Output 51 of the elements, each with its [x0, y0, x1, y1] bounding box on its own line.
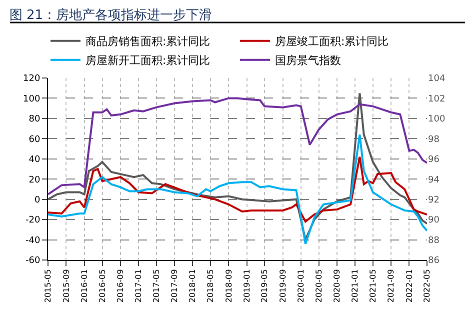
x-tick-label: 2022-01 — [404, 269, 414, 303]
x-tick-label: 2021-09 — [386, 269, 396, 303]
x-tick-label: 2019-01 — [242, 269, 252, 303]
y-tick-label: 0 — [34, 195, 40, 206]
y2-tick-label: 86 — [428, 256, 440, 266]
y2-tick-label: 90 — [428, 216, 440, 226]
y-tick-label: 100 — [23, 94, 40, 104]
x-tick-label: 2016-01 — [80, 269, 89, 303]
x-tick-label: 2020-05 — [314, 269, 324, 303]
y-tick-label: -40 — [25, 236, 40, 246]
chart-title: 图 21：房地产各项指标进一步下滑 — [9, 6, 212, 23]
x-tick-label: 2017-09 — [170, 269, 180, 303]
y-tick-label: 80 — [28, 114, 40, 125]
y2-tick-label: 92 — [428, 195, 440, 206]
line-series — [48, 134, 427, 245]
x-tick-label: 2015-09 — [62, 269, 71, 303]
y2-tick-label: 88 — [428, 236, 440, 246]
y-tick-label: 40 — [28, 155, 40, 166]
y2-tick-label: 104 — [428, 74, 446, 84]
legend-label: 国房景气指数 — [275, 54, 341, 68]
x-tick-label: 2016-05 — [98, 269, 107, 303]
x-tick-label: 2022-05 — [422, 269, 432, 303]
x-tick-label: 2017-01 — [134, 269, 144, 303]
legend-label: 房屋竣工面积:累计同比 — [275, 35, 389, 48]
x-tick-label: 2018-09 — [224, 269, 234, 303]
y-tick-label: 60 — [28, 134, 40, 145]
y-tick-label: 120 — [23, 74, 40, 84]
x-tick-label: 2016-09 — [116, 269, 126, 303]
x-tick-label: 2020-01 — [296, 269, 306, 303]
y-tick-label: -60 — [25, 256, 40, 266]
x-tick-label: 2020-09 — [332, 269, 342, 303]
x-tick-label: 2019-09 — [278, 269, 288, 303]
y2-tick-label: 102 — [428, 94, 446, 104]
x-tick-label: 2018-05 — [206, 269, 216, 303]
x-tick-label: 2019-05 — [260, 269, 270, 303]
y-tick-label: -20 — [25, 216, 40, 226]
line-series — [48, 92, 427, 241]
y2-tick-label: 96 — [428, 155, 440, 166]
x-tick-label: 2015-05 — [44, 269, 53, 303]
legend-label: 房屋新开工面积:累计同比 — [86, 54, 210, 68]
x-tick-label: 2017-05 — [152, 269, 161, 303]
x-tick-label: 2018-01 — [188, 269, 198, 303]
y2-tick-label: 98 — [428, 134, 440, 145]
legend-label: 商品房销售面积:累计同比 — [86, 35, 210, 48]
x-tick-label: 2021-05 — [368, 269, 378, 303]
y-tick-label: 20 — [28, 175, 40, 186]
y2-tick-label: 100 — [428, 114, 446, 125]
line-series — [48, 156, 427, 223]
x-tick-label: 2021-01 — [350, 269, 360, 303]
line-series — [48, 97, 427, 196]
y2-tick-label: 94 — [428, 175, 440, 186]
